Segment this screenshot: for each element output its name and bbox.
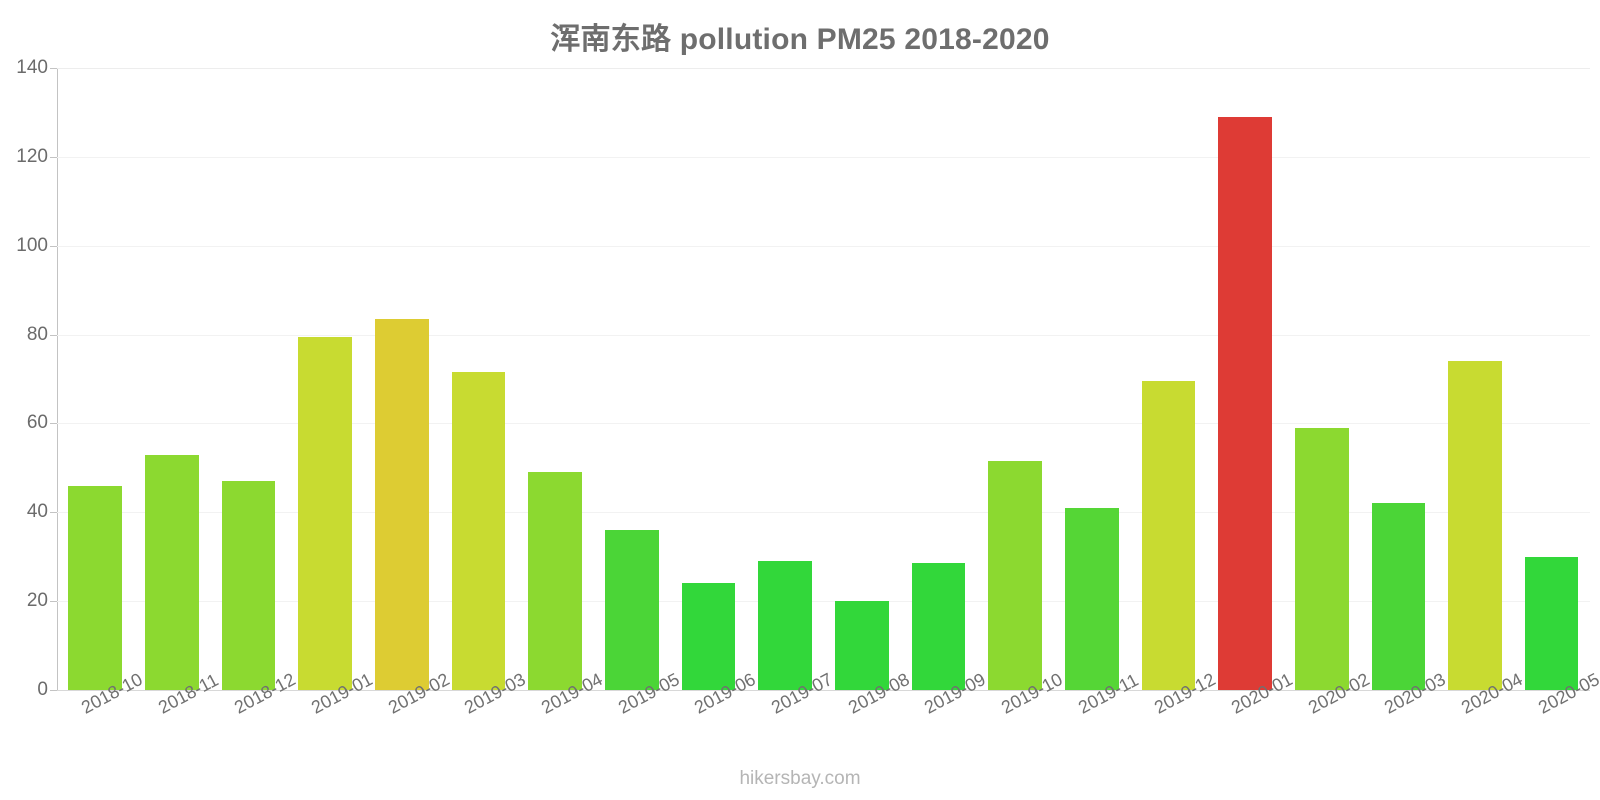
gridline xyxy=(57,423,1590,425)
bar[interactable] xyxy=(681,583,736,690)
bar[interactable] xyxy=(145,454,199,690)
bar[interactable] xyxy=(1294,427,1349,690)
bar[interactable] xyxy=(1064,507,1119,690)
bar[interactable] xyxy=(988,461,1042,690)
footer-credit: hikersbay.com xyxy=(739,768,861,789)
bar[interactable] xyxy=(911,563,966,690)
plot-area xyxy=(57,68,1590,690)
gridline xyxy=(57,245,1590,247)
bar[interactable] xyxy=(451,372,506,690)
y-tick-label: 100 xyxy=(16,234,48,256)
x-axis-line xyxy=(57,690,1590,691)
bar[interactable] xyxy=(758,561,812,690)
y-axis-line xyxy=(57,68,58,690)
gridline xyxy=(57,334,1590,336)
y-tick-label: 40 xyxy=(26,501,48,523)
y-tick-label: 80 xyxy=(26,323,48,345)
y-tick-label: 60 xyxy=(26,412,48,434)
gridline xyxy=(57,512,1590,514)
bar[interactable] xyxy=(68,485,123,690)
bar[interactable] xyxy=(221,481,276,690)
gridline xyxy=(57,601,1590,603)
y-tick-label: 20 xyxy=(26,590,48,612)
bar[interactable] xyxy=(605,530,659,690)
gridline xyxy=(57,68,1590,69)
gridline xyxy=(57,156,1590,158)
bar[interactable] xyxy=(375,319,429,690)
bar[interactable] xyxy=(1524,556,1579,690)
y-tick-label: 0 xyxy=(37,679,48,700)
bar[interactable] xyxy=(1218,116,1272,690)
bar[interactable] xyxy=(1448,361,1502,690)
bar[interactable] xyxy=(1141,381,1196,690)
bar[interactable] xyxy=(1371,503,1426,690)
bar[interactable] xyxy=(298,336,353,690)
bar[interactable] xyxy=(834,601,889,690)
y-tick-label: 140 xyxy=(16,57,48,78)
bar[interactable] xyxy=(528,472,583,690)
y-tick-label: 120 xyxy=(16,145,48,167)
page-title: 浑南东路 pollution PM25 2018-2020 xyxy=(550,23,1050,56)
